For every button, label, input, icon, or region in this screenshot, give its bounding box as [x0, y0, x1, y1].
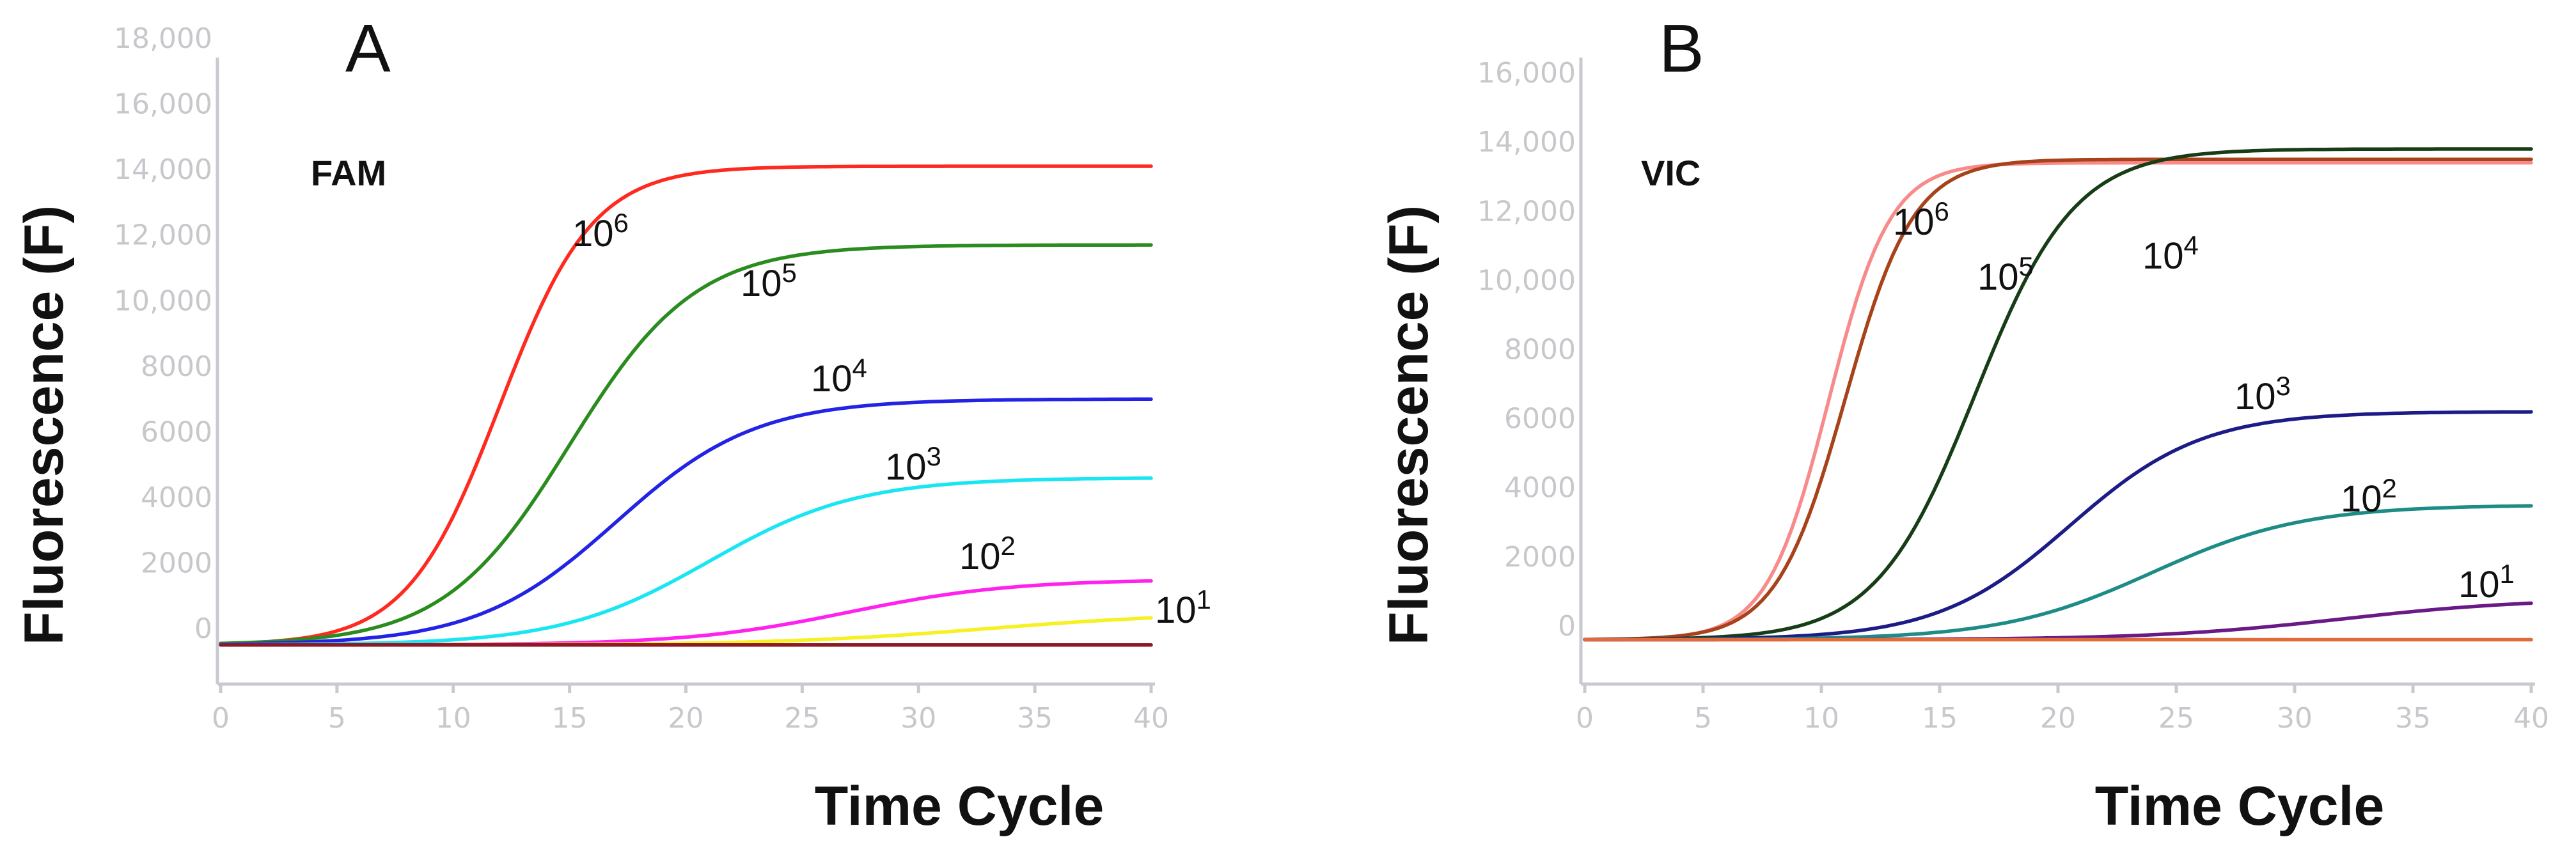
x-tick-label: 10: [436, 702, 471, 735]
axes: 0 5 10 15 20 25 30 35 40 0 2000 4000 6000 8000 10,000 1…: [114, 22, 1169, 735]
x-tick-label: 30: [900, 702, 936, 735]
curve-labels: 106 105 104 103 102 101: [572, 208, 1211, 631]
series-line-10e6: [219, 164, 1153, 646]
curve-label: 102: [959, 531, 1016, 577]
y-tick-label: 6000: [1504, 403, 1576, 435]
y-tick-label: 4000: [141, 481, 212, 514]
x-tick-label: 5: [1694, 702, 1712, 735]
curve-label: 102: [2341, 473, 2397, 520]
y-tick-label: 16,000: [1477, 57, 1576, 90]
y-tick-label: 8000: [1504, 333, 1576, 366]
dye-label: VIC: [1641, 153, 1700, 193]
x-tick-label: 5: [328, 702, 346, 735]
curve-label: 106: [1893, 196, 1949, 243]
y-tick-label: 16,000: [114, 88, 212, 121]
y-axis-label: Fluorescence (F): [1378, 205, 1440, 645]
panel-b: B VIC Fluorescence (F) Time Cycle 0 5 10 15…: [1378, 11, 2549, 837]
panel-letter: B: [1659, 11, 1704, 86]
x-tick-label: 30: [2277, 702, 2313, 735]
curve-label: 106: [572, 208, 629, 254]
y-tick-label: 14,000: [114, 153, 212, 186]
y-tick-label: 2000: [1504, 541, 1576, 574]
series-line-10e2: [1583, 504, 2533, 642]
y-tick-label: 12,000: [114, 219, 212, 252]
curve-label: 105: [1977, 251, 2034, 298]
y-tick-label: 12,000: [1477, 195, 1576, 228]
curve-label: 103: [885, 441, 941, 488]
x-tick-label: 15: [1922, 702, 1958, 735]
y-tick-label: 10,000: [114, 285, 212, 317]
dye-label: FAM: [311, 153, 386, 193]
series-line-10e4: [219, 397, 1153, 646]
curve-label: 105: [741, 258, 797, 304]
y-tick-label: 0: [194, 613, 212, 645]
x-tick-label: 10: [1803, 702, 1839, 735]
panel-letter: A: [345, 11, 391, 86]
series-line-10e5: [1583, 157, 2533, 641]
x-tick-label: 40: [1133, 702, 1169, 735]
series-line-10e5: [219, 243, 1153, 646]
x-tick-label: 35: [2395, 702, 2431, 735]
curve-label: 103: [2234, 371, 2291, 418]
x-tick-label: 20: [668, 702, 704, 735]
x-tick-label: 25: [784, 702, 820, 735]
curve-label: 101: [1155, 584, 1211, 631]
curves: [219, 164, 1153, 647]
curve-label: 104: [2142, 230, 2199, 277]
curves: [1583, 147, 2533, 642]
y-tick-label: 6000: [141, 416, 212, 448]
x-axis-label: Time Cycle: [2095, 776, 2385, 837]
series-line-10e4: [1583, 147, 2533, 641]
y-tick-label: 8000: [141, 350, 212, 383]
panel-a: A FAM Fluorescence (F) Time Cycle 0 5 10 15…: [13, 11, 1211, 837]
y-tick-label: 10,000: [1477, 264, 1576, 297]
series-line-10e6: [1583, 160, 2533, 642]
series-line-10e3: [219, 476, 1153, 647]
x-tick-label: 35: [1017, 702, 1053, 735]
x-tick-label: 15: [552, 702, 588, 735]
curve-label: 101: [2458, 559, 2515, 605]
curve-labels: 106 105 104 103 102 101: [1893, 196, 2515, 605]
x-axis-label: Time Cycle: [815, 776, 1104, 837]
y-tick-label: 0: [1558, 610, 1576, 643]
x-tick-label: 0: [1576, 702, 1594, 735]
x-tick-label: 25: [2158, 702, 2194, 735]
x-tick-label: 40: [2513, 702, 2549, 735]
y-tick-label: 14,000: [1477, 126, 1576, 159]
series-line-10e3: [1583, 410, 2533, 642]
curve-label: 104: [811, 353, 867, 400]
axes: 0 5 10 15 20 25 30 35 40 0 2000 4000 6000 8000 10,000 1…: [1477, 57, 2549, 735]
y-axis-label: Fluorescence (F): [13, 205, 75, 645]
y-tick-label: 18,000: [114, 22, 212, 55]
y-tick-label: 4000: [1504, 472, 1576, 504]
x-tick-label: 20: [2040, 702, 2076, 735]
x-tick-label: 0: [212, 702, 230, 735]
y-tick-label: 2000: [141, 547, 212, 580]
series-line-10e2: [219, 579, 1153, 647]
